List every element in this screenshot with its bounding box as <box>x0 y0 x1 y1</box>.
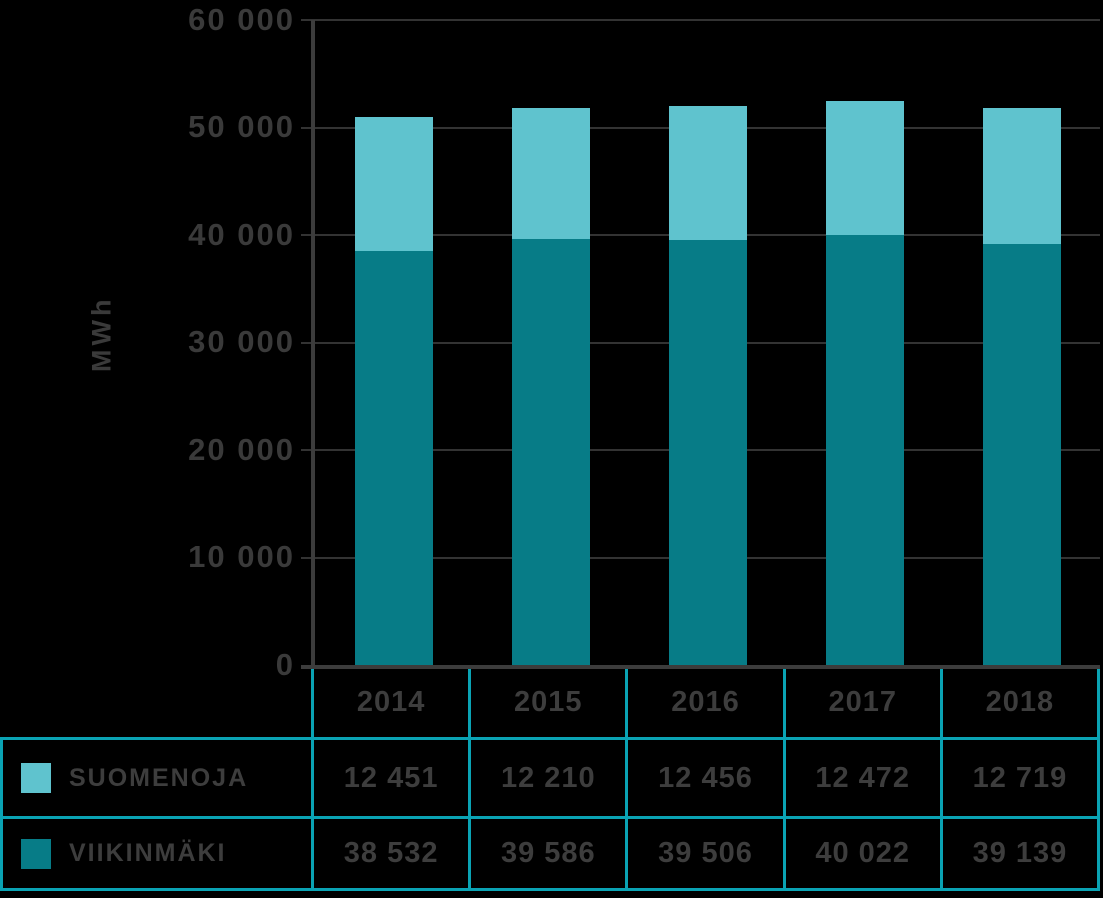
table-row-suomenoja: SUOMENOJA 12 451 12 210 12 456 12 472 12… <box>0 737 1100 816</box>
bar-segment-suomenoja <box>668 106 747 241</box>
table-value: 40 022 <box>782 819 940 888</box>
data-table: 2014 2015 2016 2017 2018 SUOMENOJA 12 45… <box>0 668 1103 898</box>
table-value: 39 586 <box>468 819 625 888</box>
year-header-cell: 2014 <box>311 668 468 737</box>
light-teal-swatch <box>21 763 51 793</box>
y-tick-label: 50 000 <box>188 109 295 144</box>
stacked-bar-2014 <box>354 20 433 665</box>
y-tick-label: 60 000 <box>188 2 295 37</box>
legend-cell-viikinmaki: VIIKINMÄKI <box>3 819 311 888</box>
bar-segment-viikinmaki <box>354 250 433 665</box>
table-value: 39 506 <box>625 819 782 888</box>
bar-segment-viikinmaki <box>668 240 747 665</box>
table-value: 12 456 <box>625 740 782 816</box>
stacked-bar-2016 <box>668 20 747 665</box>
bar-segment-suomenoja <box>982 107 1061 245</box>
y-tick-label: 0 <box>275 647 295 682</box>
year-header-row: 2014 2015 2016 2017 2018 <box>311 668 1101 737</box>
gridline <box>301 19 1100 21</box>
bar-segment-viikinmaki <box>982 244 1061 665</box>
year-header-cell: 2017 <box>782 668 940 737</box>
bar-segment-suomenoja <box>825 100 904 235</box>
series-label: VIIKINMÄKI <box>69 839 227 867</box>
table-value: 12 719 <box>939 740 1097 816</box>
y-tick-label: 10 000 <box>188 539 295 574</box>
dark-teal-swatch <box>21 838 51 869</box>
stacked-bar-2018 <box>982 20 1061 665</box>
table-value: 12 451 <box>311 740 468 816</box>
legend-cell-suomenoja: SUOMENOJA <box>3 740 311 816</box>
y-tick-label: 20 000 <box>188 432 295 467</box>
y-axis-line <box>311 20 315 669</box>
bar-segment-suomenoja <box>354 116 433 251</box>
table-value: 12 472 <box>782 740 940 816</box>
bar-segment-viikinmaki <box>825 234 904 665</box>
year-header-cell: 2018 <box>939 668 1101 737</box>
table-value: 12 210 <box>468 740 625 816</box>
x-axis-line <box>301 665 1100 669</box>
year-header-cell: 2015 <box>468 668 625 737</box>
table-row-viikinmaki: VIIKINMÄKI 38 532 39 586 39 506 40 022 3… <box>0 816 1100 891</box>
y-tick-label: 30 000 <box>188 324 295 359</box>
stacked-bar-2015 <box>511 20 590 665</box>
series-label: SUOMENOJA <box>69 763 249 792</box>
table-value: 38 532 <box>311 819 468 888</box>
y-tick-label: 40 000 <box>188 217 295 252</box>
year-header-cell: 2016 <box>625 668 782 737</box>
plot-area <box>301 19 1100 665</box>
table-value: 39 139 <box>939 819 1097 888</box>
bar-segment-viikinmaki <box>511 239 590 665</box>
stacked-bar-2017 <box>825 20 904 665</box>
bar-segment-suomenoja <box>511 108 590 240</box>
